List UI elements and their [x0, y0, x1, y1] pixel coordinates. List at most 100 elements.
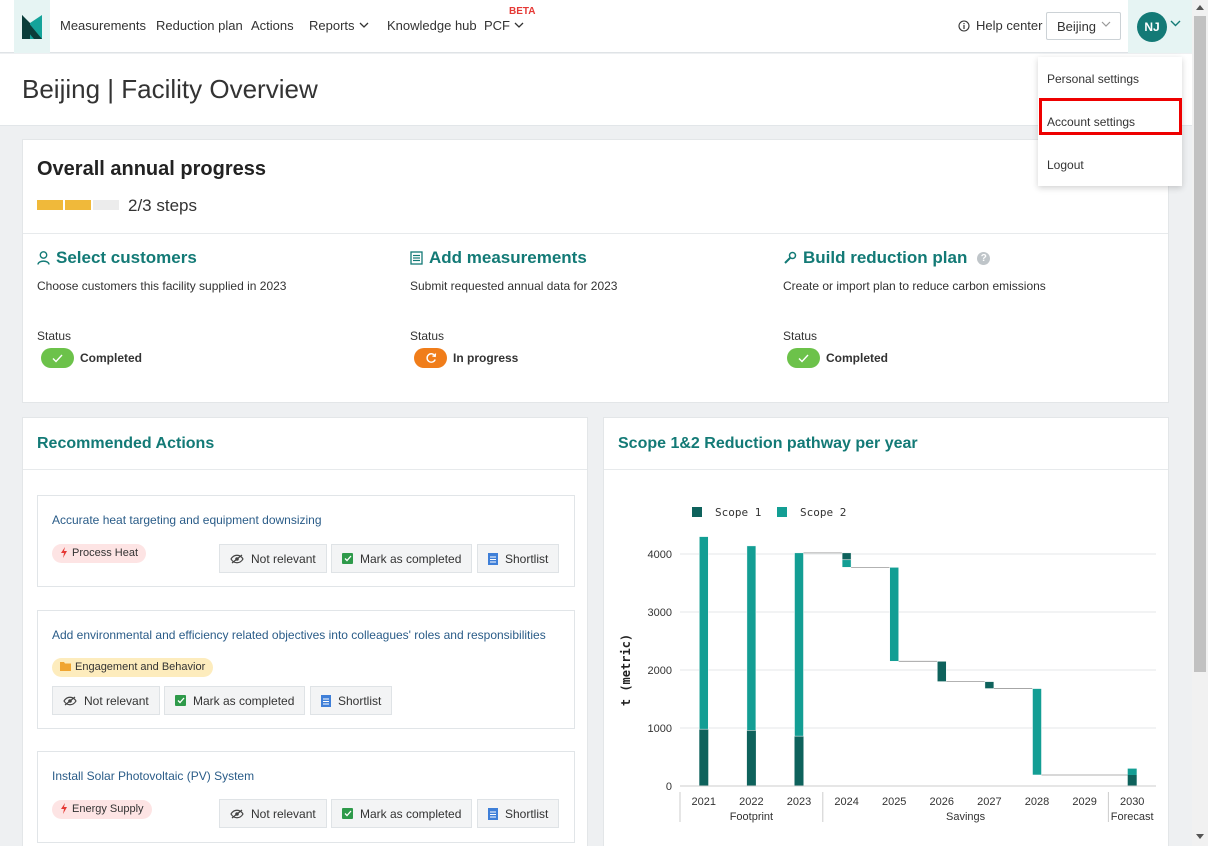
app-logo[interactable] — [14, 0, 50, 53]
x-group-label: Footprint — [730, 811, 773, 823]
shortlist-label: Shortlist — [505, 806, 549, 821]
help-center-link[interactable]: Help center — [958, 18, 1042, 33]
not-relevant-label: Not relevant — [251, 806, 316, 821]
action-title[interactable]: Install Solar Photovoltaic (PV) System — [52, 769, 255, 783]
reduction-pathway-chart: 0 1000 2000 3000 4000 t (metric) Scope 1 Scope … — [619, 506, 1156, 823]
step-title-link[interactable]: Add measurements — [410, 248, 770, 268]
action-item: Install Solar Photovoltaic (PV) System E… — [37, 751, 575, 843]
title-band: Beijing | Facility Overview — [0, 54, 1192, 126]
y-tick-label: 1000 — [648, 723, 672, 735]
y-tick-label: 4000 — [648, 549, 672, 561]
x-tick-label: 2026 — [930, 796, 954, 808]
x-tick-label: 2029 — [1072, 796, 1096, 808]
tag-label: Energy Supply — [72, 803, 144, 815]
folder-icon — [60, 662, 71, 671]
step-title: Add measurements — [429, 248, 587, 267]
location-select[interactable]: Beijing — [1046, 12, 1121, 40]
mark-completed-button[interactable]: Mark as completed — [331, 544, 473, 573]
reduction-pathway-card: Scope 1&2 Reduction pathway per year 0 10… — [603, 417, 1169, 846]
user-menu-toggle[interactable]: NJ — [1128, 0, 1192, 53]
top-nav: Measurements Reduction plan Actions Repo… — [0, 0, 1192, 53]
avatar[interactable]: NJ — [1137, 12, 1167, 42]
action-title[interactable]: Add environmental and efficiency related… — [52, 628, 546, 642]
step-description: Choose customers this facility supplied … — [37, 279, 287, 293]
x-tick-label: 2027 — [977, 796, 1001, 808]
shortlist-button[interactable]: Shortlist — [310, 686, 393, 715]
chevron-down-icon — [514, 22, 524, 28]
legend-swatch-scope-1 — [692, 507, 702, 517]
step-select-customers: Select customers Choose customers this f… — [37, 248, 397, 368]
user-icon — [37, 251, 50, 265]
chart-title: Scope 1&2 Reduction pathway per year — [618, 435, 918, 452]
not-relevant-button[interactable]: Not relevant — [52, 686, 160, 715]
nav-reports[interactable]: Reports — [309, 18, 369, 33]
page-scrollbar[interactable] — [1192, 0, 1208, 846]
chevron-down-icon — [1170, 20, 1181, 27]
recommended-actions-title: Recommended Actions — [37, 435, 215, 452]
shortlist-button[interactable]: Shortlist — [477, 544, 560, 573]
progress-segment — [65, 200, 91, 210]
nav-measurements[interactable]: Measurements — [60, 18, 146, 33]
progress-bar — [37, 200, 119, 210]
nav-knowledge-hub[interactable]: Knowledge hub — [387, 18, 477, 33]
bar-saving — [841, 559, 852, 568]
x-group-label: Forecast — [1111, 811, 1154, 823]
checkbox-icon — [342, 553, 353, 564]
nav-reports-label: Reports — [309, 18, 355, 33]
nav-pcf-label: PCF — [484, 18, 510, 33]
nav-reduction-plan[interactable]: Reduction plan — [156, 18, 243, 33]
wrench-icon — [784, 251, 797, 264]
not-relevant-button[interactable]: Not relevant — [219, 544, 327, 573]
y-tick-label: 0 — [666, 781, 672, 793]
eye-off-icon — [230, 554, 244, 563]
status-label: Status — [783, 329, 818, 343]
status-badge: Completed — [41, 348, 142, 368]
x-tick-label: 2028 — [1025, 796, 1049, 808]
status-text: In progress — [453, 351, 519, 365]
checkbox-icon — [342, 808, 353, 819]
progress-segment — [37, 200, 63, 210]
menu-logout[interactable]: Logout — [1047, 158, 1084, 172]
mark-completed-button[interactable]: Mark as completed — [164, 686, 306, 715]
step-title-link[interactable]: Build reduction plan ? — [783, 248, 1143, 268]
list-icon — [410, 251, 423, 265]
menu-account-settings[interactable]: Account settings — [1047, 115, 1136, 129]
x-group-label: Savings — [946, 811, 986, 823]
mark-completed-button[interactable]: Mark as completed — [331, 799, 473, 828]
step-title: Select customers — [56, 248, 197, 267]
question-icon[interactable]: ? — [977, 251, 991, 265]
x-tick-label: 2025 — [882, 796, 906, 808]
action-title[interactable]: Accurate heat targeting and equipment do… — [52, 513, 322, 527]
not-relevant-label: Not relevant — [84, 693, 149, 708]
location-value: Beijing — [1057, 19, 1097, 34]
action-item: Accurate heat targeting and equipment do… — [37, 495, 575, 587]
bar-scope-1 — [1127, 774, 1137, 786]
scroll-up-arrow-icon[interactable] — [1196, 5, 1204, 10]
category-tag: Energy Supply — [52, 800, 152, 819]
x-tick-label: 2024 — [834, 796, 858, 808]
bar-scope-1 — [699, 729, 709, 786]
nav-actions[interactable]: Actions — [251, 18, 294, 33]
bar-saving — [889, 567, 899, 662]
shortlist-button[interactable]: Shortlist — [477, 799, 560, 828]
step-description: Submit requested annual data for 2023 — [410, 279, 618, 293]
scroll-thumb[interactable] — [1194, 16, 1206, 672]
y-tick-label: 3000 — [648, 607, 672, 619]
status-badge: In progress — [414, 348, 518, 368]
bar-scope-2 — [794, 552, 804, 737]
y-tick-label: 2000 — [648, 665, 672, 677]
card-header: Recommended Actions — [23, 418, 587, 470]
not-relevant-button[interactable]: Not relevant — [219, 799, 327, 828]
recommended-actions-card: Recommended Actions Accurate heat target… — [22, 417, 588, 846]
bookmark-list-icon — [321, 694, 331, 707]
bolt-icon — [61, 547, 67, 558]
menu-personal-settings[interactable]: Personal settings — [1047, 72, 1140, 86]
category-tag: Engagement and Behavior — [52, 658, 214, 677]
beta-badge: BETA — [509, 6, 536, 17]
nav-pcf[interactable]: PCF — [484, 18, 524, 33]
shortlist-label: Shortlist — [505, 551, 549, 566]
step-title-link[interactable]: Select customers — [37, 248, 397, 268]
eye-off-icon — [230, 809, 244, 818]
scroll-down-arrow-icon[interactable] — [1196, 834, 1204, 839]
bar-saving — [841, 552, 852, 561]
